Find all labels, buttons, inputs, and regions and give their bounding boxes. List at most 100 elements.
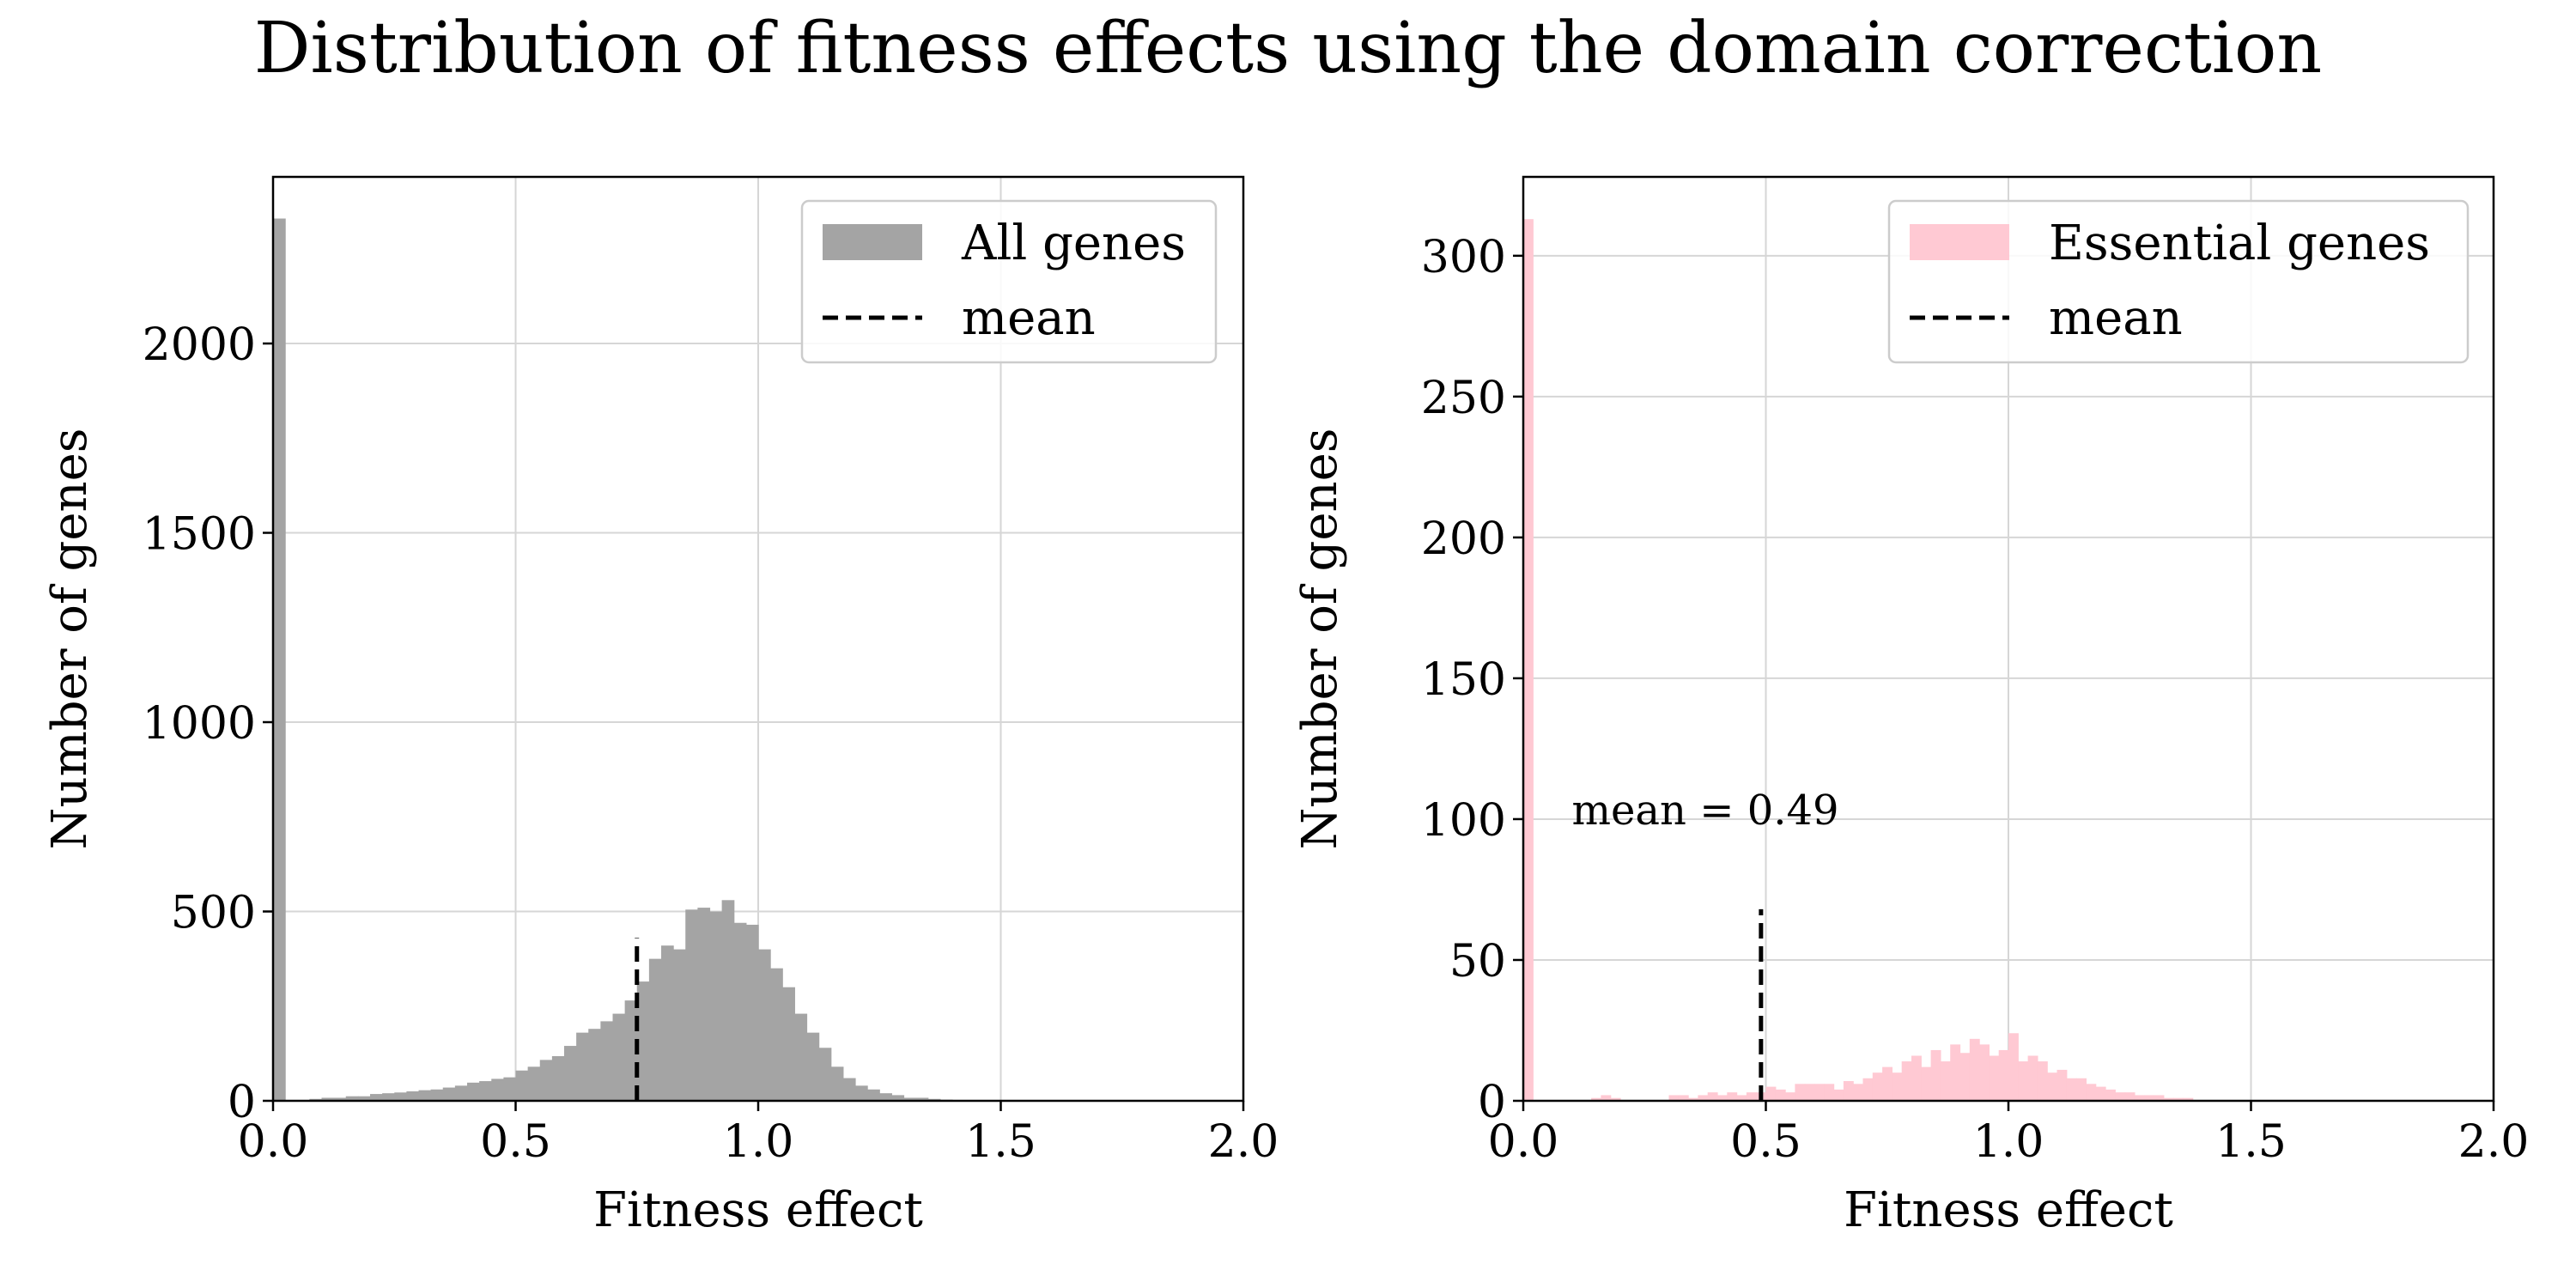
histogram-bar <box>2018 1061 2029 1101</box>
histogram-bar <box>2008 1033 2019 1101</box>
histogram-bar <box>685 909 698 1101</box>
y-tick-label: 250 <box>1421 373 1506 424</box>
histogram-bar <box>733 922 747 1101</box>
histogram-bar <box>1998 1049 2009 1101</box>
histogram-bar <box>891 1095 905 1101</box>
histogram-bar <box>1911 1055 1922 1101</box>
histogram-bar <box>830 1066 844 1101</box>
x-tick-label: 0.5 <box>480 1116 551 1168</box>
histogram-bar <box>1824 1084 1835 1101</box>
histogram-bar <box>2115 1092 2126 1101</box>
histogram-bar <box>576 1032 589 1101</box>
histogram-bar <box>842 1078 856 1101</box>
histogram-bar <box>491 1078 504 1101</box>
y-tick-label: 2000 <box>143 319 256 371</box>
histogram-bar <box>1969 1038 1980 1101</box>
x-tick-label: 2.0 <box>2458 1116 2530 1168</box>
histogram-bar <box>2057 1069 2068 1101</box>
histogram-bar <box>370 1094 383 1101</box>
histogram-bar <box>539 1060 553 1101</box>
histogram-bar <box>1775 1089 1786 1101</box>
histogram-bar <box>503 1077 517 1101</box>
histogram-bar <box>2095 1086 2106 1101</box>
mean-annotation: mean = 0.49 <box>1572 787 1839 835</box>
legend-label-mean: mean <box>2049 290 2183 346</box>
histogram-bar <box>345 1096 359 1101</box>
histogram-bar <box>1707 1092 1718 1101</box>
histogram-bar <box>2066 1078 2077 1101</box>
histogram-bar <box>2154 1095 2165 1101</box>
legend-label-mean: mean <box>962 290 1096 346</box>
y-tick-label: 500 <box>171 888 256 939</box>
chart-panel-all-genes: 0.0 0.5 1.0 1.5 2.0 0 500 1000 1500 2000 Fitness e… <box>42 175 1279 1238</box>
histogram-bar <box>1833 1089 1844 1101</box>
histogram-bar <box>600 1021 614 1101</box>
histogram-bar <box>1610 1097 1621 1101</box>
histogram-bar <box>2076 1078 2087 1101</box>
histogram-bar <box>357 1096 371 1101</box>
histogram-bar <box>709 911 723 1101</box>
histogram-bar <box>2173 1097 2184 1101</box>
histogram-bar <box>1979 1044 1990 1101</box>
histogram-bar <box>1591 1097 1601 1101</box>
histogram-bar <box>564 1046 577 1101</box>
legend-box <box>1887 199 2470 364</box>
histogram-bar <box>418 1090 432 1101</box>
histogram-bar <box>770 968 783 1101</box>
histogram-bar <box>1921 1066 1932 1101</box>
histogram-bar <box>1678 1095 1689 1101</box>
x-tick-label: 0.0 <box>238 1116 309 1168</box>
histogram-bar <box>1814 1084 1825 1101</box>
histogram-bar <box>758 949 771 1101</box>
histogram-bar <box>1959 1053 1971 1101</box>
y-axis-label: Number of genes <box>42 428 98 850</box>
histogram-bar <box>818 1048 832 1101</box>
histogram-bar <box>454 1085 468 1101</box>
histogram-bar <box>467 1082 480 1101</box>
histogram-bar <box>382 1093 395 1101</box>
histogram-bar <box>745 924 759 1101</box>
x-tick-label: 1.0 <box>723 1116 794 1168</box>
histogram-bar <box>406 1091 420 1101</box>
histogram-bar <box>2163 1097 2174 1101</box>
x-tick-label: 1.5 <box>2215 1116 2287 1168</box>
histogram-bar <box>879 1093 892 1101</box>
legend-label-series: Essential genes <box>2049 216 2430 271</box>
y-tick-label: 100 <box>1421 795 1506 847</box>
y-tick-label: 1000 <box>143 698 256 750</box>
histogram-bar <box>782 987 795 1101</box>
histogram-bar <box>2037 1061 2048 1101</box>
histogram-bar <box>1930 1049 1941 1101</box>
histogram-bar <box>673 949 686 1101</box>
histogram-bar <box>721 900 735 1101</box>
legend: All genes mean <box>800 199 1218 364</box>
histogram-bar <box>321 1097 335 1101</box>
y-tick-label: 1500 <box>143 509 256 561</box>
histogram-bar <box>636 981 650 1101</box>
histogram-bar <box>915 1097 929 1101</box>
histogram-bar <box>1853 1084 1864 1101</box>
histogram-bar <box>1843 1081 1854 1101</box>
histogram-bar <box>1940 1061 1951 1101</box>
histogram-bar <box>903 1097 917 1101</box>
histogram-bar <box>2124 1092 2136 1101</box>
histogram-bar <box>624 1000 638 1101</box>
histogram-bar <box>588 1029 601 1101</box>
histogram-bar <box>2086 1084 2097 1101</box>
histogram-bar <box>1882 1066 1893 1101</box>
histogram-bar <box>1862 1078 1874 1101</box>
y-tick-label: 300 <box>1421 232 1506 283</box>
histogram-bar <box>1804 1084 1815 1101</box>
histogram-bar <box>648 958 662 1101</box>
figure-title: Distribution of fitness effects using th… <box>254 8 2322 89</box>
histogram-bar <box>2134 1095 2145 1101</box>
histogram-bar <box>1746 1092 1757 1101</box>
histogram-bar <box>1698 1095 1709 1101</box>
y-tick-label: 0 <box>228 1077 256 1128</box>
histogram-bar <box>867 1089 880 1101</box>
histogram-bar <box>2183 1097 2194 1101</box>
y-tick-label: 50 <box>1449 936 1506 987</box>
histogram-bar <box>1736 1095 1747 1101</box>
histogram-bar <box>806 1032 820 1101</box>
